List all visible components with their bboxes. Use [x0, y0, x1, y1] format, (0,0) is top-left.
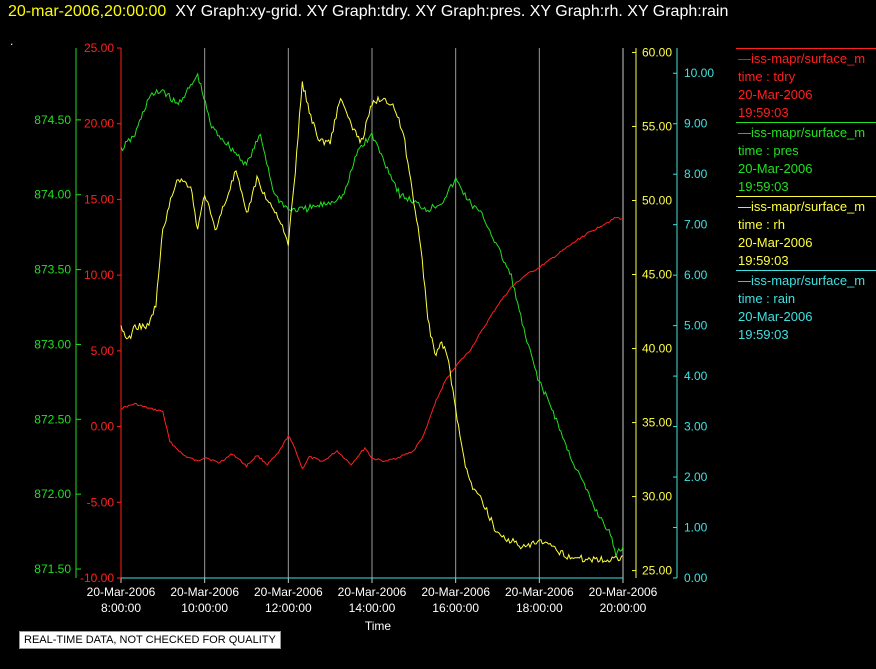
legend-field: time : pres [738, 143, 799, 158]
x-tick-label: 8:00:00 [101, 601, 141, 615]
y-tick-label-rh: 45.00 [642, 268, 672, 282]
y-tick-label-rain: 9.00 [684, 117, 708, 131]
y-tick-label-rain: 0.00 [684, 571, 708, 585]
x-tick-label: 10:00:00 [181, 601, 228, 615]
legend-time: 19:59:03 [738, 105, 789, 120]
y-tick-label-tdry: 5.00 [91, 344, 115, 358]
y-tick-label-rain: 5.00 [684, 319, 708, 333]
y-tick-label-rh: 30.00 [642, 490, 672, 504]
y-tick-label-rain: 10.00 [684, 66, 714, 80]
y-tick-label-rain: 3.00 [684, 420, 708, 434]
x-tick-label: 14:00:00 [349, 601, 396, 615]
legend-name: —iss-mapr/surface_m [738, 273, 866, 288]
marker-dot: . [10, 34, 14, 48]
y-tick-label-pres: 872.00 [34, 487, 71, 501]
legend-name: —iss-mapr/surface_m [738, 125, 866, 140]
y-tick-label-rh: 50.00 [642, 193, 672, 207]
timestamp: 20-mar-2006,20:00:00 [8, 3, 167, 20]
x-tick-label: 20-Mar-2006 [87, 585, 156, 599]
series-line-rh [120, 81, 624, 564]
legend-name: —iss-mapr/surface_m [738, 199, 866, 214]
y-tick-label-rain: 6.00 [684, 268, 708, 282]
graph-list: XY Graph:xy-grid. XY Graph:tdry. XY Grap… [175, 3, 729, 20]
x-tick-label: 20-Mar-2006 [505, 585, 574, 599]
y-tick-label-tdry: 15.00 [84, 192, 114, 206]
y-tick-label-rh: 55.00 [642, 119, 672, 133]
legend-field: time : tdry [738, 69, 796, 84]
series-line-pres [120, 72, 624, 557]
y-tick-label-rain: 2.00 [684, 470, 708, 484]
y-tick-label-rain: 4.00 [684, 369, 708, 383]
legend-field: time : rh [738, 217, 785, 232]
y-tick-label-pres: 873.50 [34, 263, 71, 277]
legend-date: 20-Mar-2006 [738, 87, 813, 102]
graph-title: 20-mar-2006,20:00:00 XY Graph:xy-grid. X… [8, 3, 728, 21]
y-tick-label-rh: 35.00 [642, 416, 672, 430]
y-tick-label-pres: 873.00 [34, 337, 71, 351]
legend-time: 19:59:03 [738, 179, 789, 194]
x-tick-label: 20-Mar-2006 [338, 585, 407, 599]
quality-disclaimer: REAL-TIME DATA, NOT CHECKED FOR QUALITY [19, 631, 281, 649]
y-tick-label-rh: 25.00 [642, 564, 672, 578]
x-axis-label: Time [365, 619, 392, 633]
x-tick-label: 16:00:00 [432, 601, 479, 615]
y-tick-label-rain: 7.00 [684, 218, 708, 232]
y-tick-label-rh: 60.00 [642, 45, 672, 59]
y-tick-label-pres: 872.50 [34, 412, 71, 426]
legend-date: 20-Mar-2006 [738, 309, 813, 324]
y-tick-label-tdry: 20.00 [84, 117, 114, 131]
y-tick-label-tdry: -5.00 [87, 495, 115, 509]
y-tick-label-tdry: 0.00 [91, 420, 115, 434]
y-tick-label-tdry: 10.00 [84, 268, 114, 282]
x-tick-label: 12:00:00 [265, 601, 312, 615]
y-tick-label-pres: 874.50 [34, 113, 71, 127]
legend-time: 19:59:03 [738, 327, 789, 342]
legend-date: 20-Mar-2006 [738, 235, 813, 250]
x-tick-label: 20-Mar-2006 [170, 585, 239, 599]
y-tick-label-rain: 8.00 [684, 167, 708, 181]
legend-date: 20-Mar-2006 [738, 161, 813, 176]
legend-time: 19:59:03 [738, 253, 789, 268]
y-tick-label-rain: 1.00 [684, 521, 708, 535]
x-tick-label: 20-Mar-2006 [421, 585, 490, 599]
legend: —iss-mapr/surface_m time : tdry 20-Mar-200… [736, 48, 876, 344]
x-tick-label: 18:00:00 [516, 601, 563, 615]
x-tick-label: 20:00:00 [600, 601, 647, 615]
y-tick-label-tdry: -10.00 [80, 571, 114, 585]
y-tick-label-rh: 40.00 [642, 342, 672, 356]
y-tick-label-tdry: 25.00 [84, 41, 114, 55]
y-tick-label-pres: 871.50 [34, 562, 71, 576]
y-tick-label-pres: 874.00 [34, 188, 71, 202]
legend-name: —iss-mapr/surface_m [738, 51, 866, 66]
legend-field: time : rain [738, 291, 796, 306]
x-tick-label: 20-Mar-2006 [254, 585, 323, 599]
series-line-tdry [120, 216, 624, 470]
x-tick-label: 20-Mar-2006 [589, 585, 658, 599]
